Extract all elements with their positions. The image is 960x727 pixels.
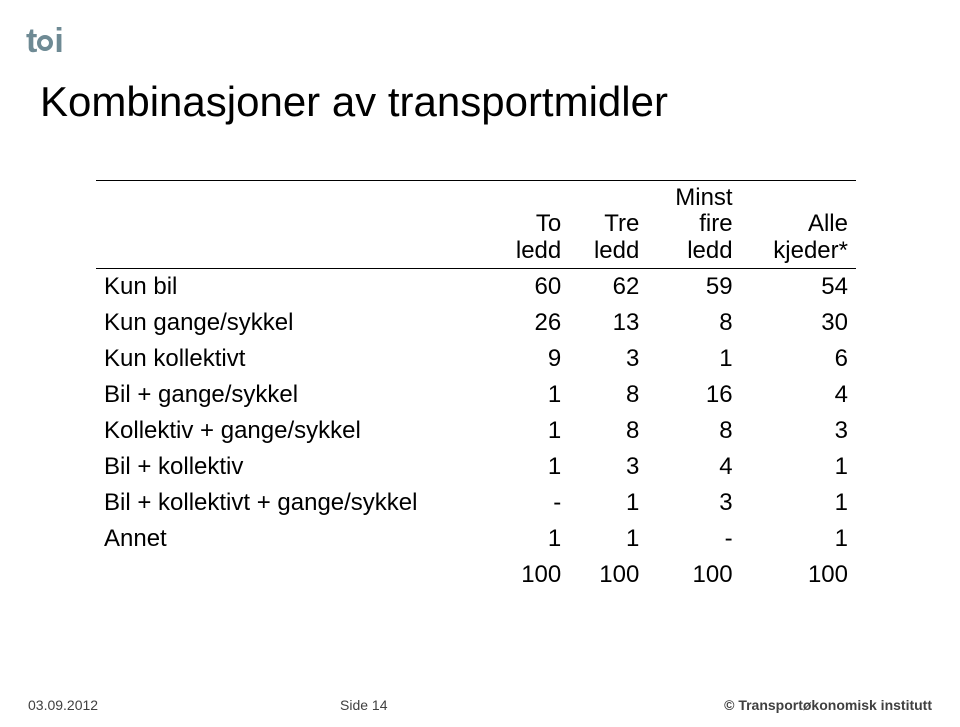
cell: 1 (491, 377, 569, 413)
cell: 8 (647, 305, 740, 341)
cell: 1 (569, 485, 647, 521)
hdr-text: fire (699, 210, 732, 237)
cell: 3 (569, 449, 647, 485)
cell: 8 (569, 413, 647, 449)
cell: 100 (741, 557, 856, 593)
cell: 1 (741, 449, 856, 485)
cell: Bil + gange/sykkel (96, 377, 491, 413)
cell: Annet (96, 521, 491, 557)
slide: ti Kombinasjoner av transportmidler To l… (0, 0, 960, 727)
cell: - (647, 521, 740, 557)
cell: 1 (491, 521, 569, 557)
table-row: Kun kollektivt 9 3 1 6 (96, 341, 856, 377)
cell: 13 (569, 305, 647, 341)
cell: 4 (647, 449, 740, 485)
cell: 1 (491, 413, 569, 449)
cell: 30 (741, 305, 856, 341)
table-row: Kun gange/sykkel 26 13 8 30 (96, 305, 856, 341)
hdr-text: ledd (594, 237, 639, 264)
cell: Kun gange/sykkel (96, 305, 491, 341)
cell: 16 (647, 377, 740, 413)
cell: Bil + kollektiv (96, 449, 491, 485)
table-row-total: 100 100 100 100 (96, 557, 856, 593)
logo: ti (26, 22, 63, 61)
cell: 62 (569, 269, 647, 306)
cell: 1 (647, 341, 740, 377)
col-header-minst-fire-ledd: Minst fire ledd (647, 181, 740, 269)
cell: 1 (741, 485, 856, 521)
table-row: Kollektiv + gange/sykkel 1 8 8 3 (96, 413, 856, 449)
data-table: To ledd Tre ledd Minst fire (96, 180, 856, 593)
footer-page: Side 14 (340, 697, 387, 713)
table-row: Kun bil 60 62 59 54 (96, 269, 856, 306)
col-header-to-ledd: To ledd (491, 181, 569, 269)
hdr-text: Alle (808, 210, 848, 237)
hdr-text: ledd (687, 237, 732, 264)
cell: 60 (491, 269, 569, 306)
cell: 1 (741, 521, 856, 557)
cell: 100 (569, 557, 647, 593)
table-row: Annet 1 1 - 1 (96, 521, 856, 557)
cell: 3 (647, 485, 740, 521)
table-row: Bil + kollektivt + gange/sykkel - 1 3 1 (96, 485, 856, 521)
cell: Kun bil (96, 269, 491, 306)
cell: 100 (491, 557, 569, 593)
cell: 8 (647, 413, 740, 449)
cell: - (491, 485, 569, 521)
cell: 6 (741, 341, 856, 377)
cell: 3 (569, 341, 647, 377)
cell: 8 (569, 377, 647, 413)
hdr-text: To (536, 210, 561, 237)
hdr-text: Tre (604, 210, 639, 237)
hdr-text: kjeder* (773, 237, 848, 264)
cell: 1 (491, 449, 569, 485)
cell: 100 (647, 557, 740, 593)
table-body: Kun bil 60 62 59 54 Kun gange/sykkel 26 … (96, 269, 856, 594)
cell: 26 (491, 305, 569, 341)
col-header-blank (96, 181, 491, 269)
table-row: Bil + gange/sykkel 1 8 16 4 (96, 377, 856, 413)
cell: Kun kollektivt (96, 341, 491, 377)
cell: 9 (491, 341, 569, 377)
footer-institute: © Transportøkonomisk institutt (724, 697, 932, 713)
hdr-text: ledd (516, 237, 561, 264)
cell: Bil + kollektivt + gange/sykkel (96, 485, 491, 521)
cell: 1 (569, 521, 647, 557)
cell: 59 (647, 269, 740, 306)
cell: 4 (741, 377, 856, 413)
col-header-alle-kjeder: Alle kjeder* (741, 181, 856, 269)
cell (96, 557, 491, 593)
cell: 54 (741, 269, 856, 306)
footer-date: 03.09.2012 (28, 697, 98, 713)
slide-title: Kombinasjoner av transportmidler (40, 78, 668, 126)
table-row: Bil + kollektiv 1 3 4 1 (96, 449, 856, 485)
hdr-text: Minst (675, 184, 732, 211)
cell: 3 (741, 413, 856, 449)
cell: Kollektiv + gange/sykkel (96, 413, 491, 449)
col-header-tre-ledd: Tre ledd (569, 181, 647, 269)
